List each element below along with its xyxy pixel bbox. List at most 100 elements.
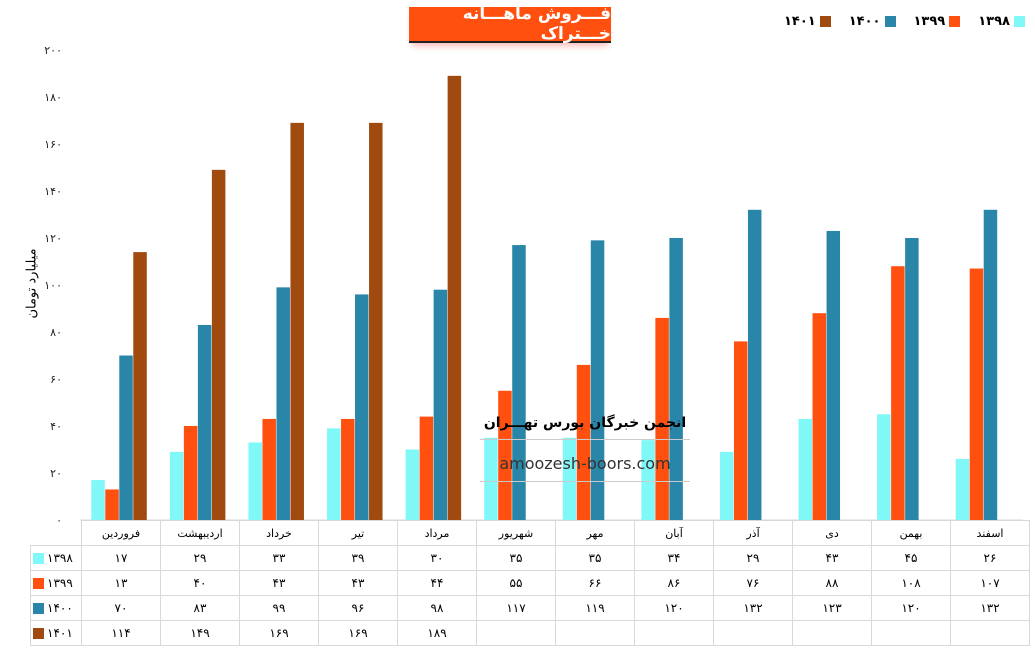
table-cell: ۴۳ <box>239 570 319 596</box>
table-cell: ۱۴۹ <box>160 620 240 646</box>
table-cell: ۱۸۹ <box>397 620 477 646</box>
table-cell <box>634 620 714 646</box>
legend-swatch <box>819 16 831 27</box>
bar-۱۳۹۸-آبان <box>641 440 655 520</box>
bar-۱۴۰۱-فروردین <box>133 252 147 520</box>
y-axis-label: میلیارد تومان <box>24 248 40 319</box>
table-corner <box>31 521 82 546</box>
table-cell: ۴۰ <box>160 570 240 596</box>
bar-۱۳۹۹-اردیبهشت <box>183 426 198 520</box>
bar-۱۴۰۰-شهریور <box>512 245 526 521</box>
legend-item: ۱۳۹۹ <box>914 14 961 29</box>
legend-label: ۱۴۰۱ <box>784 14 816 29</box>
table-row: ۱۳۹۹ ۱۳ ۴۰ ۴۳ ۴۳ ۴۴ ۵۵ ۶۶ ۸۶ ۷۶ ۸۸ ۱۰۸ ۱۰۷ <box>30 570 1030 596</box>
y-tick-label: ۶۰ <box>50 373 62 386</box>
category-label: آذر <box>713 520 793 546</box>
table-cell: ۱۶۹ <box>239 620 319 646</box>
table-cell: ۱۲۰ <box>634 595 714 621</box>
table-row: ۱۴۰۰ ۷۰ ۸۳ ۹۹ ۹۶ ۹۸ ۱۱۷ ۱۱۹ ۱۲۰ ۱۳۲ ۱۲۳ ۱۲۰ ۱۳۲ <box>30 595 1030 621</box>
bar-۱۳۹۹-بهمن <box>891 266 905 520</box>
table-cell: ۹۶ <box>318 595 398 621</box>
category-label: مرداد <box>397 520 477 546</box>
table-cell: ۳۳ <box>239 545 319 571</box>
table-cell: ۴۴ <box>397 570 477 596</box>
table-cell <box>476 620 556 646</box>
legend-swatch <box>33 628 44 639</box>
table-cell: ۹۸ <box>397 595 477 621</box>
bar-۱۴۰۰-مهر <box>590 240 605 520</box>
table-cell: ۱۲۰ <box>871 595 951 621</box>
bar-۱۳۹۸-آذر <box>719 451 734 520</box>
table-cell: ۱۷ <box>81 545 161 571</box>
bar-۱۴۰۰-آذر <box>747 209 762 521</box>
category-label: فروردین <box>81 520 161 546</box>
legend-label: ۱۳۹۸ <box>978 14 1010 29</box>
table-cell: ۴۳ <box>318 570 398 596</box>
bar-۱۴۰۰-اردیبهشت <box>197 324 212 520</box>
table-cell: ۳۴ <box>634 545 714 571</box>
bar-۱۳۹۸-خرداد <box>248 442 262 520</box>
table-cell <box>555 620 635 646</box>
bar-۱۳۹۸-مرداد <box>405 449 420 520</box>
bar-۱۴۰۰-تیر <box>355 294 369 520</box>
bar-۱۳۹۹-شهریور <box>498 390 512 520</box>
data-table: فروردین اردیبهشت خرداد تیر مرداد شهریور مهر آبا… <box>30 520 1030 646</box>
table-cell: ۱۰۷ <box>950 570 1030 596</box>
bar-۱۴۰۰-مرداد <box>433 289 448 520</box>
table-cell: ۸۳ <box>160 595 240 621</box>
bar-۱۳۹۹-اسفند <box>969 268 984 520</box>
legend-label: ۱۴۰۰ <box>848 14 881 29</box>
y-tick-label: ۱۰۰ <box>44 279 62 292</box>
table-cell <box>713 620 793 646</box>
bar-۱۳۹۹-فروردین <box>105 489 119 520</box>
category-label: دی <box>792 520 872 546</box>
table-cell: ۳۵ <box>555 545 635 571</box>
bar-۱۳۹۸-اردیبهشت <box>169 451 184 520</box>
y-tick-label: ۱۶۰ <box>44 138 62 151</box>
table-cell: ۱۳ <box>81 570 161 596</box>
bar-۱۴۰۱-مرداد <box>447 75 462 520</box>
bar-۱۴۰۰-آبان <box>669 238 683 520</box>
table-cell: ۱۰۸ <box>871 570 951 596</box>
category-label: اردیبهشت <box>160 520 240 546</box>
category-label: آبان <box>634 520 714 546</box>
table-cell <box>792 620 872 646</box>
table-cell: ۸۸ <box>792 570 872 596</box>
table-cell: ۲۹ <box>713 545 793 571</box>
chart-title: فـــروش ماهـــانه خـــتراک <box>409 4 611 44</box>
bar-۱۳۹۸-شهریور <box>484 437 498 520</box>
row-header: ۱۴۰۰ <box>30 595 82 621</box>
legend-swatch <box>33 578 44 589</box>
y-tick-label: ۲۰۰ <box>44 44 62 57</box>
bar-۱۳۹۹-خرداد <box>262 418 276 520</box>
table-cell: ۳۰ <box>397 545 477 571</box>
bar-۱۴۰۱-اردیبهشت <box>211 169 226 520</box>
bar-۱۳۹۹-دی <box>812 313 827 520</box>
watermark-url: amoozesh-boors.com <box>480 454 690 482</box>
series-label: ۱۳۹۸ <box>47 551 73 565</box>
table-cell: ۱۱۷ <box>476 595 556 621</box>
table-cell: ۴۳ <box>792 545 872 571</box>
table-cell: ۹۹ <box>239 595 319 621</box>
bar-۱۳۹۹-مهر <box>576 364 591 520</box>
table-cell: ۲۹ <box>160 545 240 571</box>
bar-۱۳۹۸-اسفند <box>955 458 970 520</box>
table-cell: ۱۳۲ <box>950 595 1030 621</box>
bar-۱۴۰۱-خرداد <box>290 122 304 520</box>
bar-۱۳۹۹-آذر <box>733 341 748 520</box>
y-tick-label: ۱۴۰ <box>44 185 62 198</box>
table-cell: ۳۵ <box>476 545 556 571</box>
legend-item: ۱۳۹۸ <box>978 14 1025 29</box>
table-cell: ۴۵ <box>871 545 951 571</box>
table-cell: ۶۶ <box>555 570 635 596</box>
y-tick-label: ۸۰ <box>50 326 62 339</box>
bar-۱۴۰۱-تیر <box>369 122 383 520</box>
legend-swatch <box>884 16 896 27</box>
table-cell: ۱۳۲ <box>713 595 793 621</box>
bar-۱۴۰۰-دی <box>826 230 841 520</box>
series-label: ۱۴۰۱ <box>47 626 73 640</box>
watermark-name: انجمن خبرگان بورس تهـــران <box>480 415 690 440</box>
bar-۱۴۰۰-فروردین <box>119 355 133 520</box>
table-row: ۱۳۹۸ ۱۷ ۲۹ ۳۳ ۳۹ ۳۰ ۳۵ ۳۵ ۳۴ ۲۹ ۴۳ ۴۵ ۲۶ <box>30 545 1030 571</box>
